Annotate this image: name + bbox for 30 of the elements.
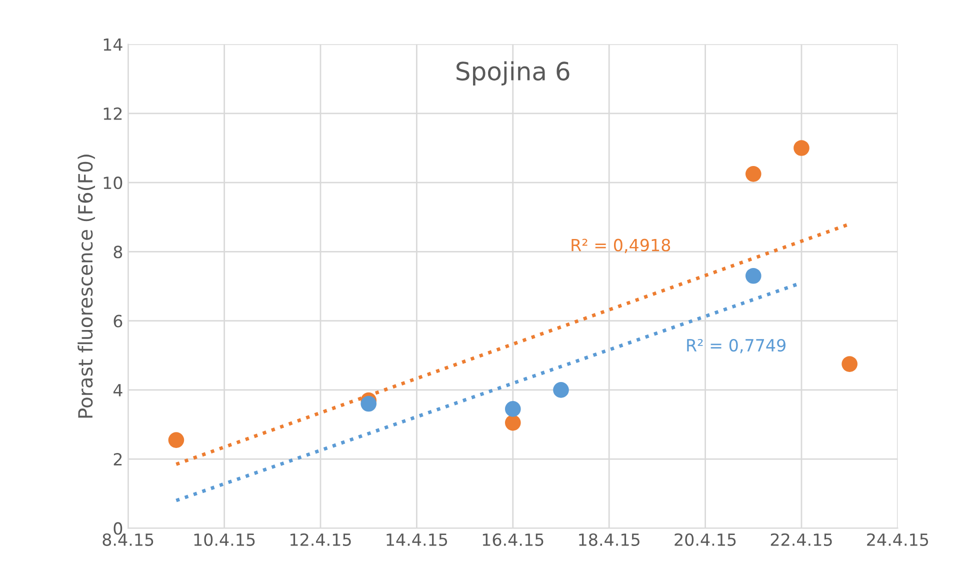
point <box>504 414 521 431</box>
x-tick-label: 22.4.15 <box>770 533 832 546</box>
x-tick-label: 16.4.15 <box>482 533 544 546</box>
annotation: R² = 0,4918 <box>572 238 670 254</box>
y-tick-label: 8 <box>114 246 122 258</box>
text: Spojina 6 <box>456 61 570 86</box>
y-tick-label: 14 <box>104 38 122 51</box>
x-tick-label: 10.4.15 <box>194 533 255 546</box>
y-tick-label: 6 <box>114 314 122 328</box>
x-tick-label: 18.4.15 <box>579 533 640 546</box>
point <box>168 432 184 448</box>
y-tick-label: 0 <box>114 522 122 535</box>
y-tick-label: 2 <box>114 453 122 466</box>
point <box>360 396 377 412</box>
x-tick-label: 12.4.15 <box>290 533 351 546</box>
y-tick-label: 10 <box>104 176 122 190</box>
point <box>745 268 762 284</box>
y-axis-title: Porast fluorescence (F6(F0) <box>78 154 95 418</box>
point <box>553 382 569 398</box>
y-tick-label: 12 <box>104 107 122 120</box>
x-tick-label: 24.4.15 <box>867 533 928 546</box>
x-tick-label: 14.4.15 <box>386 534 448 546</box>
y-tick-label: 4 <box>113 384 122 396</box>
point <box>504 401 521 417</box>
point <box>842 356 858 372</box>
x-tick-label: 8.4.15 <box>102 533 154 546</box>
annotation: R² = 0,7749 <box>687 338 786 354</box>
point <box>794 140 810 156</box>
x-tick-label: 20.4.15 <box>674 533 736 546</box>
point <box>745 166 762 182</box>
